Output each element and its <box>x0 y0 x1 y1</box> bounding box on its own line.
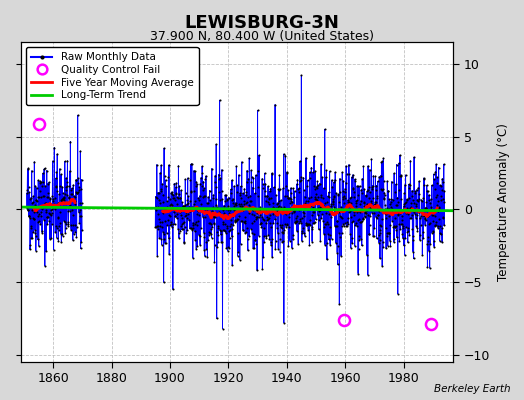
Legend: Raw Monthly Data, Quality Control Fail, Five Year Moving Average, Long-Term Tren: Raw Monthly Data, Quality Control Fail, … <box>26 47 199 106</box>
Y-axis label: Temperature Anomaly (°C): Temperature Anomaly (°C) <box>497 123 510 281</box>
Text: Berkeley Earth: Berkeley Earth <box>434 384 511 394</box>
Text: 37.900 N, 80.400 W (United States): 37.900 N, 80.400 W (United States) <box>150 30 374 43</box>
Text: LEWISBURG-3N: LEWISBURG-3N <box>184 14 340 32</box>
